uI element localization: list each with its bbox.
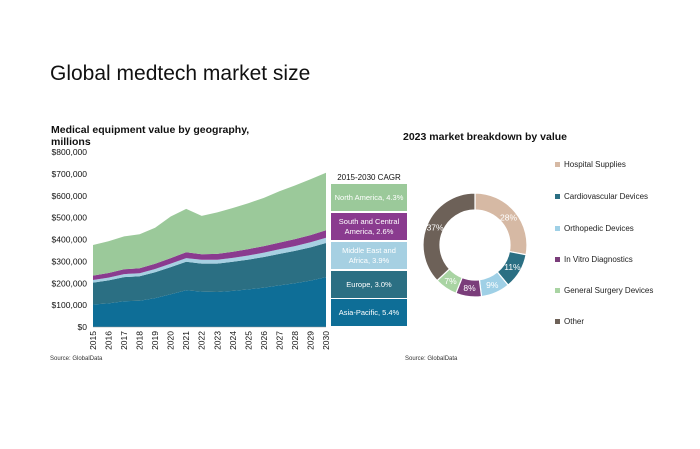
x-tick-label: 2023	[212, 331, 222, 350]
cagr-label-north-america: North America, 4.3%	[331, 184, 407, 211]
x-tick-label: 2020	[166, 331, 176, 350]
x-tick-label: 2016	[104, 331, 114, 350]
y-tick-label: $700,000	[52, 169, 88, 179]
cagr-label-asia-pacific: Asia-Pacific, 5.4%	[331, 299, 407, 326]
legend-item-hospital-supplies: Hospital Supplies	[555, 160, 626, 169]
legend-item-general-surgery: General Surgery Devices	[555, 286, 653, 295]
page-title: Global medtech market size	[50, 62, 311, 85]
x-tick-label: 2021	[181, 331, 191, 350]
donut-slice-label: 11%	[504, 262, 521, 272]
legend-swatch	[555, 288, 560, 293]
y-tick-label: $800,000	[52, 147, 88, 157]
area-series-asia-pacific	[93, 277, 326, 327]
y-tick-label: $0	[78, 322, 88, 332]
x-tick-label: 2026	[259, 331, 269, 350]
x-tick-label: 2015	[88, 331, 98, 350]
legend-label: General Surgery Devices	[564, 286, 654, 295]
cagr-header: 2015-2030 CAGR	[337, 173, 401, 182]
x-tick-label: 2024	[228, 331, 238, 350]
x-tick-label: 2022	[197, 331, 207, 350]
x-tick-label: 2027	[274, 331, 284, 350]
donut-slice-hospital-supplies	[474, 192, 528, 256]
area-series-europe	[93, 243, 326, 305]
donut-slice-label: 7%	[444, 276, 457, 286]
area-series-middle-east-and-africa	[93, 237, 326, 283]
x-tick-label: 2019	[150, 331, 160, 350]
x-tick-label: 2017	[119, 331, 129, 350]
donut-slice-label: 9%	[486, 280, 499, 290]
x-tick-label: 2028	[290, 331, 300, 350]
area-chart-title: Medical equipment value by geography, mi…	[51, 124, 250, 148]
area-chart-source: Source: GlobalData	[50, 356, 103, 362]
donut-slice-other	[422, 192, 476, 282]
donut-slice-label: 28%	[500, 212, 517, 222]
y-tick-label: $500,000	[52, 213, 88, 223]
cagr-label-south-central-america: South and Central America, 2.6%	[331, 213, 407, 240]
x-tick-label: 2018	[135, 331, 145, 350]
x-tick-label: 2029	[305, 331, 315, 350]
area-series-north-america	[93, 172, 326, 276]
legend-item-in-vitro: In Vitro Diagnostics	[555, 255, 633, 264]
legend-item-orthopedic: Orthopedic Devices	[555, 224, 634, 233]
legend-label: Orthopedic Devices	[564, 224, 634, 233]
donut-slice-label: 37%	[427, 223, 444, 233]
legend-swatch	[555, 226, 560, 231]
legend-label: Hospital Supplies	[564, 160, 626, 169]
y-tick-label: $400,000	[52, 235, 88, 245]
legend-item-other: Other	[555, 317, 584, 326]
legend-swatch	[555, 257, 560, 262]
x-tick-label: 2030	[321, 331, 331, 350]
legend-swatch	[555, 162, 560, 167]
legend-label: Cardiovascular Devices	[564, 192, 649, 201]
y-tick-label: $300,000	[52, 256, 88, 266]
donut-chart-title: 2023 market breakdown by value	[403, 131, 567, 143]
x-tick-label: 2025	[243, 331, 253, 350]
legend-item-cardiovascular: Cardiovascular Devices	[555, 192, 648, 201]
donut-slice-label: 8%	[463, 283, 476, 293]
y-tick-label: $100,000	[52, 300, 88, 310]
legend-swatch	[555, 194, 560, 199]
area-series-south-and-central-america	[93, 230, 326, 280]
y-tick-label: $200,000	[52, 278, 88, 288]
donut-chart-source: Source: GlobalData	[405, 356, 458, 362]
legend-label: In Vitro Diagnostics	[564, 255, 633, 264]
y-tick-label: $600,000	[52, 191, 88, 201]
legend-label: Other	[564, 317, 585, 326]
cagr-label-middle-east-africa: Middle East and Africa, 3.9%	[331, 242, 407, 269]
legend-swatch	[555, 319, 560, 324]
cagr-label-europe: Europe, 3.0%	[331, 271, 407, 298]
